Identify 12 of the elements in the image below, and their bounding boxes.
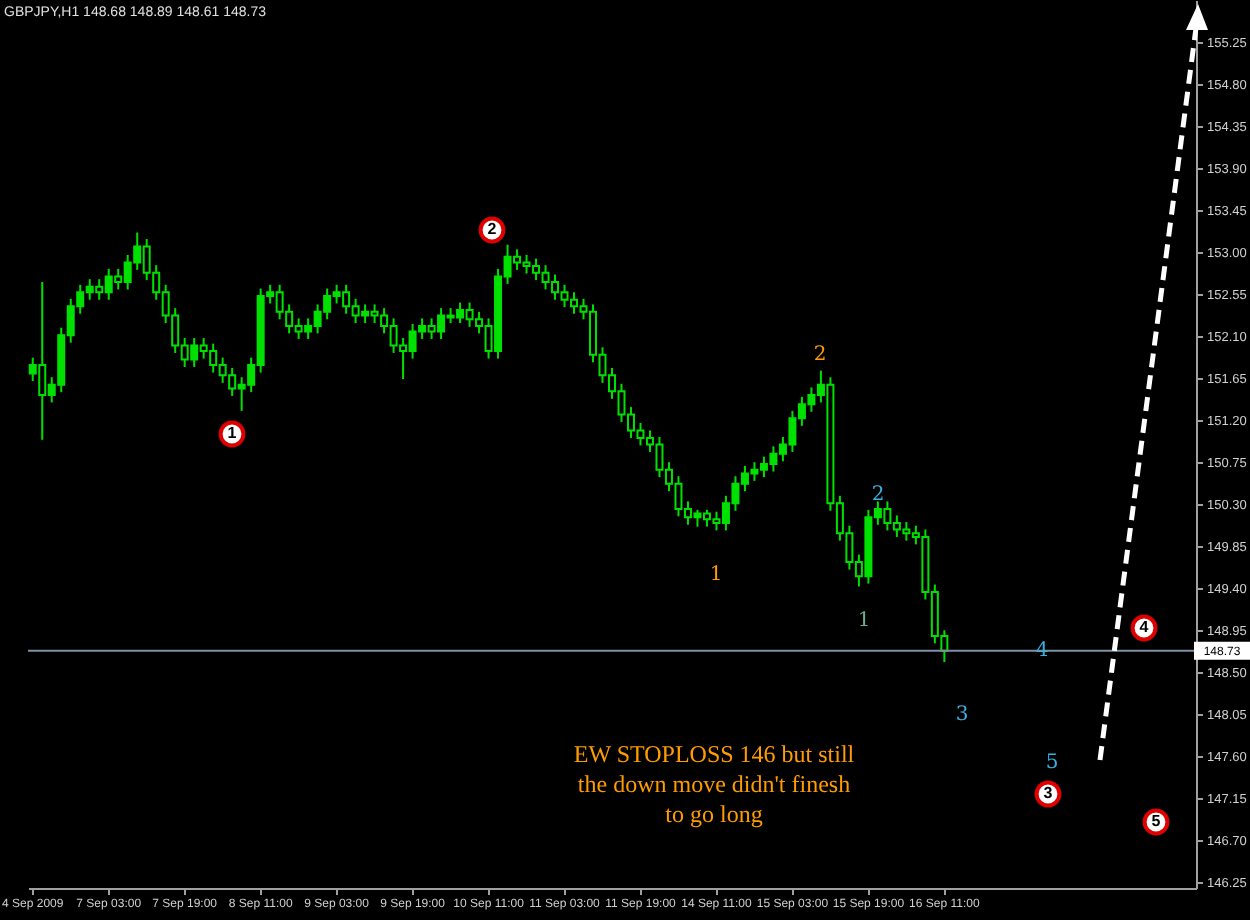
annotation: 3 — [1043, 784, 1054, 802]
annotation: 2 — [813, 344, 827, 366]
annotation: EW STOPLOSS 146 but still the down move didn't finesh to go long — [573, 740, 856, 828]
annotation: 5 — [1151, 812, 1162, 830]
annotation: 3 — [955, 704, 969, 726]
annotation: 2 — [871, 484, 885, 506]
annotation: 4 — [1139, 618, 1150, 636]
annotation: 5 — [1045, 752, 1059, 774]
annotation: 1 — [709, 564, 723, 586]
annotation: 1 — [227, 424, 238, 442]
annotation: 2 — [487, 220, 498, 238]
annotation: 1 — [857, 610, 871, 632]
